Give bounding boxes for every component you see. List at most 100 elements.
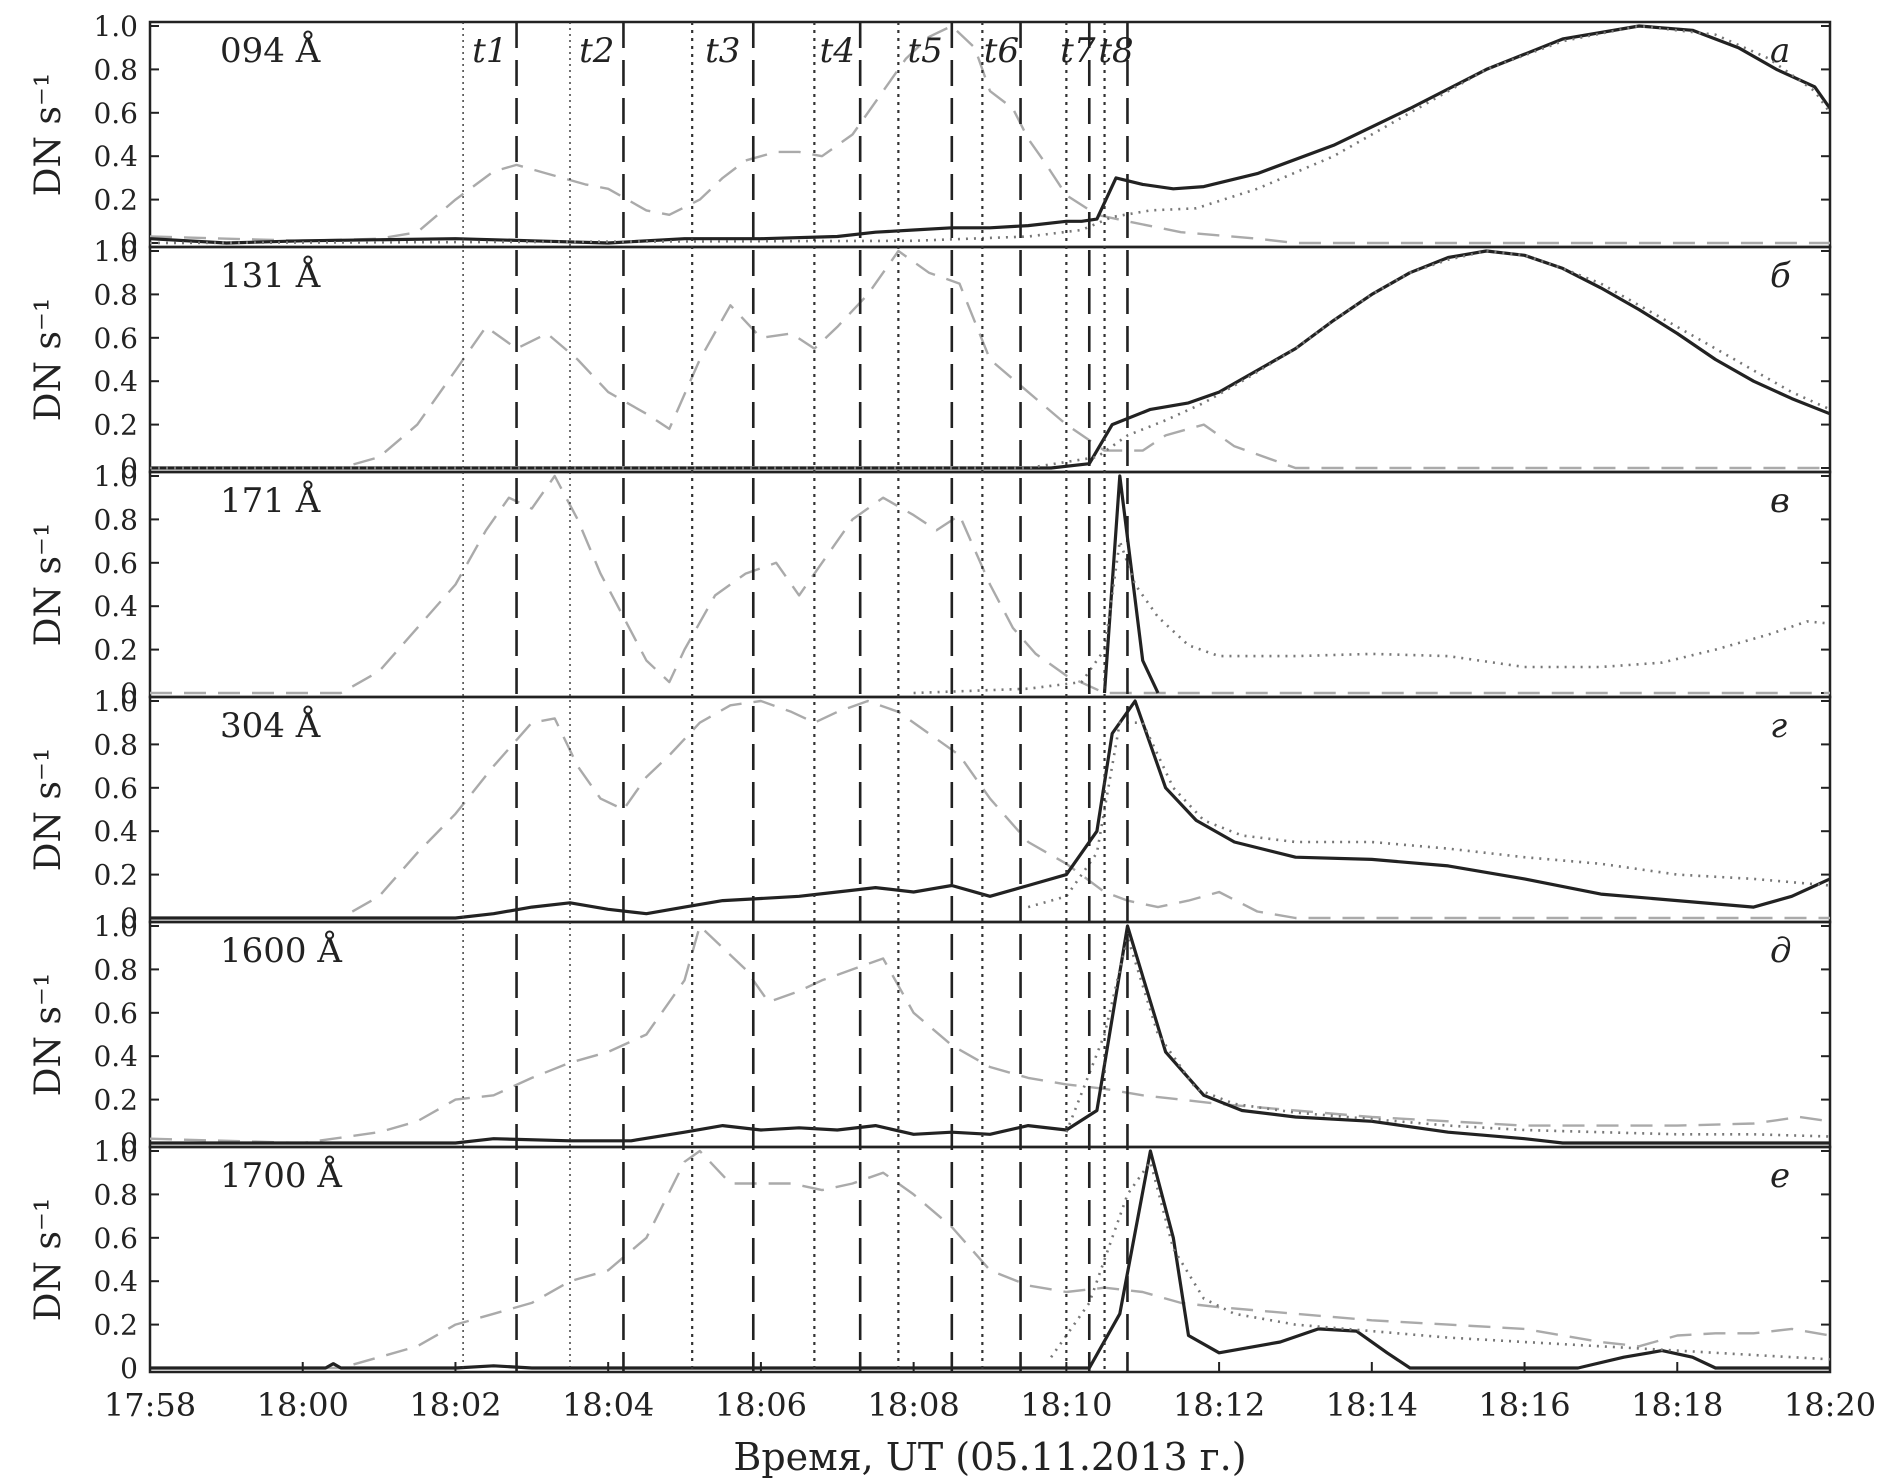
series-dashed [150, 249, 1830, 470]
panel-label: 094 Å [220, 30, 321, 71]
y-tick-label: 0 [120, 1352, 138, 1385]
panel-letter: г [1770, 706, 1787, 746]
panel: 0 0.2 0.4 0.6 0.8 1.0 DN s⁻¹ 131 Å б [28, 235, 1832, 485]
x-tick-label: 18:08 [868, 1386, 960, 1424]
y-tick-label: 0 [120, 452, 138, 485]
y-tick-label: 0.2 [93, 859, 138, 892]
series-solid [150, 1149, 1830, 1370]
panel-label: 1700 Å [220, 1155, 342, 1196]
y-tick-label: 0.2 [93, 634, 138, 667]
y-tick-label: 0.2 [93, 1084, 138, 1117]
panel: 0 0.2 0.4 0.6 0.8 1.0 DN s⁻¹ 1600 Å д [28, 910, 1832, 1160]
panel-label: 131 Å [220, 255, 321, 296]
x-tick-label: 18:06 [715, 1386, 807, 1424]
y-axis-label: DN s⁻¹ [28, 973, 69, 1097]
marker-label: t4 [820, 31, 855, 71]
x-tick-label: 18:20 [1784, 1386, 1876, 1424]
x-tick-label: 18:04 [562, 1386, 654, 1424]
series-dashed [150, 474, 1830, 695]
y-tick-label: 0 [120, 1127, 138, 1160]
panel-letter: е [1770, 1156, 1790, 1196]
series-dotted [1065, 935, 1830, 1138]
y-tick-label: 1.0 [93, 460, 138, 493]
x-tick-label: 17:58 [104, 1386, 196, 1424]
series-dotted [1050, 1160, 1830, 1361]
series-dashed [150, 1149, 1830, 1370]
y-tick-label: 0.8 [93, 278, 138, 311]
panel: 0 0.2 0.4 0.6 0.8 1.0 DN s⁻¹ 1700 Å е [28, 1135, 1832, 1385]
panels: 0 0.2 0.4 0.6 0.8 1.0 DN s⁻¹ 094 Å а 0 0.2 0.4 0.6 0.… [28, 10, 1832, 1385]
panel: 0 0.2 0.4 0.6 0.8 1.0 DN s⁻¹ 304 Å г [28, 685, 1832, 935]
y-tick-label: 0.4 [93, 815, 138, 848]
panel-label: 1600 Å [220, 930, 342, 971]
y-axis-label: DN s⁻¹ [28, 523, 69, 647]
y-tick-label: 0.8 [93, 53, 138, 86]
panel-frame [148, 245, 1832, 474]
y-tick-label: 1.0 [93, 10, 138, 43]
y-tick-label: 0.8 [93, 953, 138, 986]
y-tick-label: 0 [120, 227, 138, 260]
y-tick-label: 0 [120, 677, 138, 710]
marker-label: t5 [907, 31, 942, 71]
series-dotted [150, 249, 1830, 470]
x-tick-label: 18:16 [1478, 1386, 1570, 1424]
y-tick-label: 1.0 [93, 910, 138, 943]
marker-label: t7 [1060, 31, 1096, 71]
y-axis-label: DN s⁻¹ [28, 748, 69, 872]
y-tick-label: 0.2 [93, 1309, 138, 1342]
y-tick-label: 1.0 [93, 1135, 138, 1168]
y-tick-label: 1.0 [93, 685, 138, 718]
y-tick-label: 0.4 [93, 590, 138, 623]
y-tick-label: 0.6 [93, 997, 138, 1030]
time-markers: t1 t2 t3 t4 t5 t6 t7 t8 [462, 22, 1134, 1372]
y-tick-label: 0.2 [93, 409, 138, 442]
series-dashed [150, 924, 1830, 1145]
series-solid [150, 924, 1830, 1145]
marker-label: t8 [1098, 31, 1133, 71]
y-tick-label: 0.8 [93, 503, 138, 536]
y-tick-label: 0.4 [93, 1040, 138, 1073]
y-tick-label: 0.8 [93, 1178, 138, 1211]
marker-label: t6 [984, 31, 1019, 71]
series-dotted [913, 539, 1830, 695]
y-tick-label: 0.6 [93, 322, 138, 355]
panel: 0 0.2 0.4 0.6 0.8 1.0 DN s⁻¹ 171 Å в [28, 460, 1832, 710]
x-tick-label: 18:10 [1020, 1386, 1112, 1424]
y-tick-label: 0.4 [93, 140, 138, 173]
series-dotted [1027, 721, 1830, 909]
x-tick-label: 18:02 [409, 1386, 501, 1424]
y-tick-label: 0.6 [93, 772, 138, 805]
y-tick-label: 0.6 [93, 1222, 138, 1255]
y-tick-label: 0.6 [93, 97, 138, 130]
x-axis-label: Время, UT (05.11.2013 г.) [733, 1435, 1246, 1479]
y-tick-label: 1.0 [93, 235, 138, 268]
series-solid [150, 699, 1830, 920]
y-tick-label: 0.2 [93, 184, 138, 217]
panel-frame [148, 920, 1832, 1149]
series-dashed [150, 24, 1830, 245]
marker-label: t2 [579, 31, 614, 71]
series-dashed [150, 699, 1830, 920]
panel-letter: б [1770, 256, 1791, 296]
y-tick-label: 0 [120, 902, 138, 935]
panel-label: 171 Å [220, 480, 321, 521]
marker-label: t3 [705, 31, 740, 71]
y-tick-label: 0.4 [93, 1265, 138, 1298]
y-axis-label: DN s⁻¹ [28, 1198, 69, 1322]
series-solid [1102, 474, 1160, 694]
y-tick-label: 0.6 [93, 547, 138, 580]
series-solid [150, 249, 1830, 470]
x-tick-label: 18:18 [1631, 1386, 1723, 1424]
x-tick-label: 18:12 [1173, 1386, 1265, 1424]
marker-label: t1 [472, 31, 507, 71]
y-axis-label: DN s⁻¹ [28, 298, 69, 422]
panel-letter: в [1770, 481, 1790, 521]
panel-letter: д [1770, 931, 1792, 971]
y-axis-label: DN s⁻¹ [28, 73, 69, 197]
x-axis: 17:58 18:00 18:02 18:04 18:06 18:08 18:10 18:12… [104, 1362, 1876, 1424]
panel-letter: а [1770, 31, 1790, 71]
x-tick-label: 18:00 [257, 1386, 349, 1424]
y-tick-label: 0.4 [93, 365, 138, 398]
panel-label: 304 Å [220, 705, 321, 746]
